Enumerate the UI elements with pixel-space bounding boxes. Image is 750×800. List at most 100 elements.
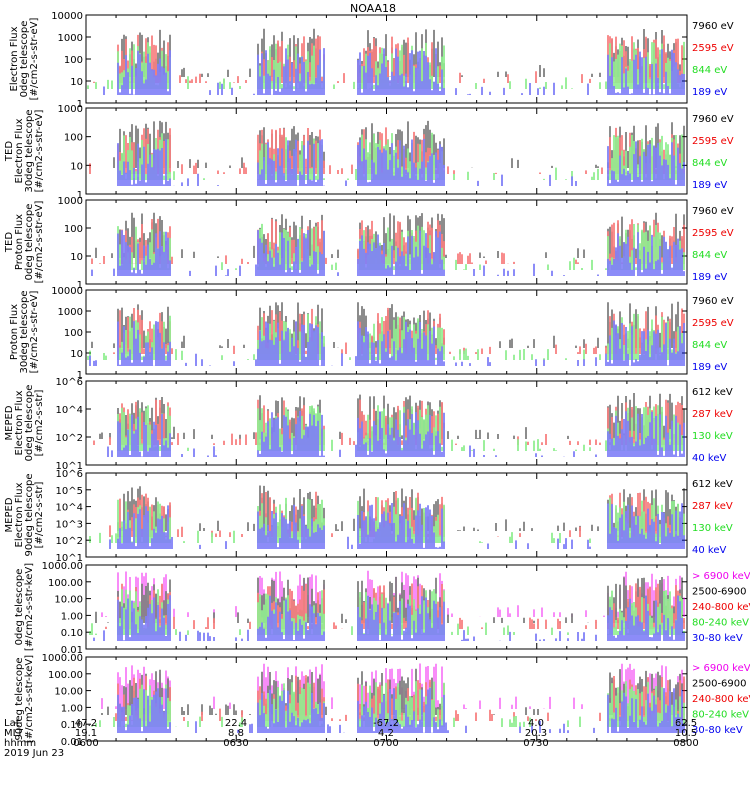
legend-entry: 612 keV — [692, 479, 733, 490]
y-axis-label: Electron Flux — [14, 390, 25, 455]
series-trace — [117, 138, 685, 186]
y-tick-label: 1 — [77, 370, 83, 381]
y-axis-label: 30deg telescope — [19, 290, 30, 373]
y-axis-label: [#/cm2-s-str-eV] — [29, 18, 40, 101]
legend-entry: > 6900 keV — [692, 571, 750, 582]
y-axis-label: [#/cm2-s-str-keV] — [24, 563, 35, 651]
legend-entry: 30-80 keV — [692, 725, 743, 736]
series-trace — [117, 132, 685, 180]
y-tick-label: 1000.00 — [42, 561, 83, 572]
x-tick-mlt: 19.1 — [75, 728, 97, 739]
legend-entry: 40 keV — [692, 545, 726, 556]
legend-entry: > 6900 keV — [692, 663, 750, 674]
y-axis-label: 0deg telescope — [14, 569, 25, 646]
y-tick-label: 10^4 — [56, 405, 83, 416]
x-tick-mlt: 10.5 — [675, 728, 697, 739]
legend-entry: 189 eV — [692, 87, 727, 98]
y-tick-label: 100 — [64, 133, 83, 144]
y-tick-label: 10^3 — [56, 519, 83, 530]
data-traces — [91, 663, 685, 733]
x-tick-lat: 4.0 — [528, 718, 544, 729]
y-tick-label: 0.01 — [61, 645, 83, 656]
legend-entry: 2595 eV — [692, 228, 734, 239]
y-tick-label: 100.00 — [48, 578, 83, 589]
legend-entry: 189 eV — [692, 362, 727, 373]
series-trace — [117, 405, 685, 451]
series-trace — [107, 411, 685, 457]
panel-ted-proton-30deg: 10000 1000 100 10 1 Proton Flux 30deg telescop… — [9, 286, 734, 381]
y-tick-label: 10000 — [51, 286, 83, 297]
legend-entry: 7960 eV — [692, 114, 734, 125]
legend-entry: 612 keV — [692, 387, 733, 398]
x-tick-hhmm: 0630 — [223, 738, 248, 749]
y-axis-label: 90deg telescope — [14, 657, 25, 740]
y-tick-label: 1000 — [58, 33, 83, 44]
data-traces — [87, 28, 685, 95]
y-tick-label: 10^4 — [56, 503, 83, 514]
y-axis-label: 0deg telescope — [19, 21, 30, 98]
series-trace — [101, 570, 685, 617]
series-trace — [89, 589, 685, 635]
series-trace — [89, 497, 685, 543]
legend-entry: 2500-6900 — [692, 587, 747, 598]
legend-entry: 240-800 keV — [692, 694, 750, 705]
series-trace — [93, 595, 685, 641]
legend-entry: 130 keV — [692, 431, 733, 442]
legend-entry: 2595 eV — [692, 43, 734, 54]
y-axis-label: 0deg telescope — [24, 385, 35, 462]
y-tick-label: 100 — [64, 224, 83, 235]
y-axis-label: Electron Flux — [14, 482, 25, 547]
data-traces — [93, 393, 685, 457]
y-tick-label: 1.00 — [61, 703, 83, 714]
legend-entry: 2595 eV — [692, 318, 734, 329]
legend-entry: 30-80 keV — [692, 633, 743, 644]
y-tick-label: 1.00 — [61, 611, 83, 622]
y-tick-label: 1000 — [58, 104, 83, 115]
data-traces — [87, 301, 685, 366]
y-tick-label: 100.00 — [48, 670, 83, 681]
y-tick-label: 0.01 — [61, 737, 83, 748]
y-tick-label: 10 — [70, 252, 83, 263]
y-tick-label: 10 — [70, 161, 83, 172]
x-tick-hhmm: 0730 — [523, 738, 548, 749]
panel-meped-proton-0deg: 1000.00 100.00 10.00 1.00 0.10 0.01 0deg teles… — [14, 561, 750, 656]
series-trace — [101, 668, 685, 715]
series-trace — [89, 127, 685, 174]
y-axis-label: Electron Flux — [14, 118, 25, 183]
legend-entry: 7960 eV — [692, 206, 734, 217]
series-trace — [117, 485, 685, 531]
legend-entry: 844 eV — [692, 65, 727, 76]
plot-title: NOAA18 — [350, 2, 396, 15]
y-axis-label: [#/cm2-s-str-keV] — [24, 655, 35, 743]
series-trace — [91, 230, 685, 276]
legend-entry: 287 keV — [692, 409, 733, 420]
x-tick-mlt: 4.2 — [378, 728, 394, 739]
y-axis-label: [#/cm2-s-str-eV] — [34, 110, 45, 193]
legend-entry: 7960 eV — [692, 296, 734, 307]
y-tick-label: 10^1 — [56, 553, 83, 564]
panel-meped-electron-90deg: 10^6 10^5 10^4 10^3 10^2 10^1 MEPED Electron Fl… — [4, 469, 733, 564]
y-tick-label: 10^1 — [56, 461, 83, 472]
y-tick-label: 1000.00 — [42, 653, 83, 664]
legend-entry: 7960 eV — [692, 21, 734, 32]
y-tick-label: 1 — [77, 190, 83, 201]
y-tick-label: 10000 — [51, 11, 83, 22]
y-tick-label: 100 — [64, 55, 83, 66]
y-axis-label: TED — [4, 232, 15, 253]
y-axis-label: Proton Flux — [9, 304, 20, 360]
x-tick-mlt: 8.8 — [228, 728, 244, 739]
legend-entry: 40 keV — [692, 453, 726, 464]
x-tick-hhmm: 0700 — [373, 738, 398, 749]
data-traces — [91, 212, 685, 276]
y-tick-label: 10^5 — [56, 486, 83, 497]
y-tick-label: 0.10 — [61, 720, 83, 731]
series-trace — [89, 320, 685, 366]
legend-entry: 80-240 keV — [692, 618, 749, 629]
series-trace — [103, 48, 685, 95]
y-tick-label: 1000 — [58, 307, 83, 318]
y-tick-label: 10^6 — [56, 377, 83, 388]
x-axis-row-label: MLT — [4, 728, 24, 739]
y-axis-label: [#/cm2-s-str-eV] — [34, 201, 45, 284]
